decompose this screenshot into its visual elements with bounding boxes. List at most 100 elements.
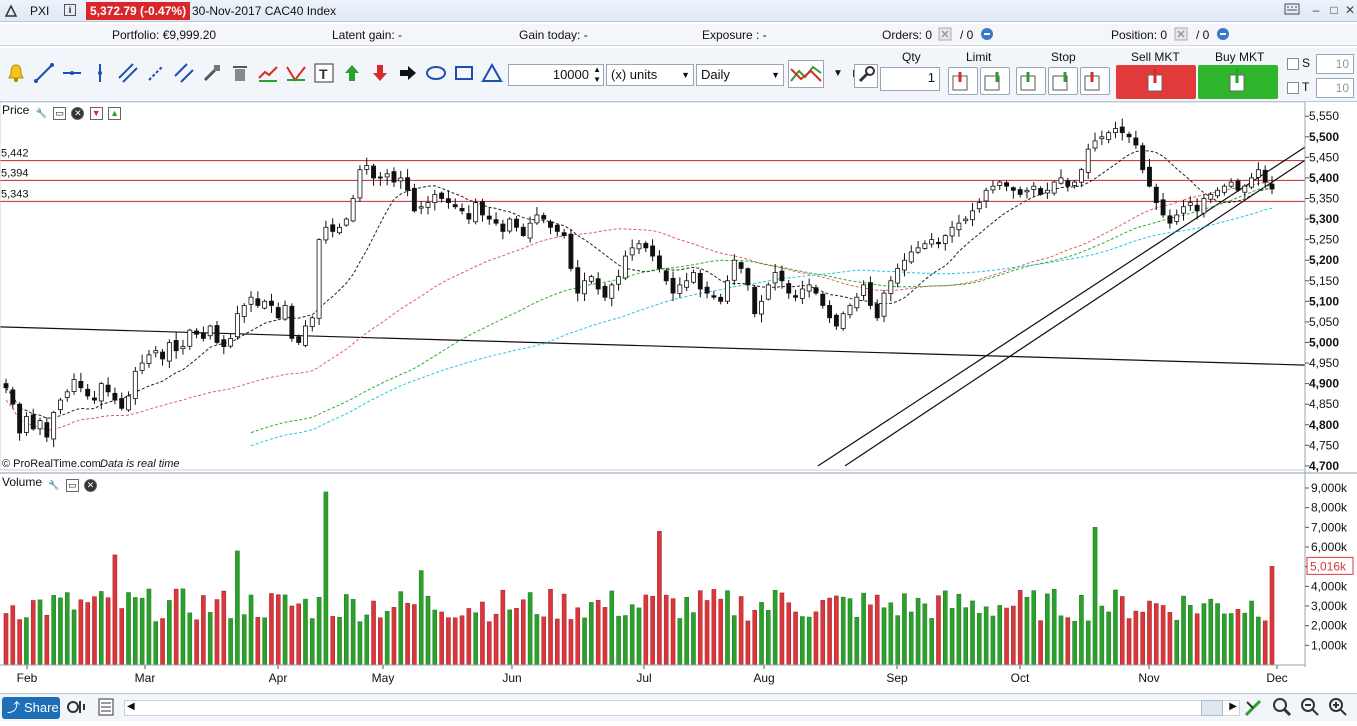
period-select[interactable]: Daily ▼ [696, 64, 784, 86]
volume-bar [1051, 588, 1057, 666]
volume-tick-label: 7,000k [1311, 520, 1348, 534]
rectangle-icon[interactable] [452, 62, 476, 86]
candle [44, 422, 50, 438]
chart-type-dropdown-icon[interactable]: ▼ [833, 68, 843, 79]
units-select[interactable]: (x) units ▼ [606, 64, 694, 86]
candle [221, 339, 227, 347]
zoom-out-icon[interactable] [1298, 696, 1322, 720]
arrow-up-icon[interactable] [340, 62, 364, 86]
close-icon[interactable]: ✕ [1344, 3, 1356, 17]
tools-icon[interactable] [200, 62, 224, 86]
candle [445, 198, 451, 204]
candle [432, 193, 438, 204]
quantity-spinner-icon[interactable]: ▲ ▼ [593, 65, 601, 84]
volume-bar [1194, 613, 1200, 666]
quantity-input[interactable]: 10000 ▲ ▼ [508, 64, 604, 86]
position-link-icon[interactable] [1216, 27, 1230, 44]
volume-bar [1079, 595, 1084, 666]
candle [194, 330, 200, 335]
ellipse-icon[interactable] [424, 62, 448, 86]
minimize-icon[interactable]: – [1312, 3, 1320, 17]
wrench-icon[interactable]: 🔧 [34, 108, 48, 121]
limit-sell-button[interactable] [948, 67, 978, 95]
scroll-thumb[interactable] [1201, 700, 1223, 716]
chart-type-icon[interactable] [788, 60, 824, 88]
buy-mkt-label: Buy MKT [1215, 50, 1265, 64]
candle [92, 397, 97, 401]
take-profit-input[interactable]: 10 [1316, 78, 1354, 98]
close-pane-icon[interactable]: ✕ [71, 107, 85, 120]
arrow-right-icon[interactable] [396, 62, 420, 86]
take-profit-checkbox[interactable] [1287, 82, 1299, 94]
close-pane-icon[interactable]: ✕ [84, 479, 98, 492]
candle [718, 296, 724, 302]
keyboard-icon[interactable] [1284, 3, 1300, 18]
horizontal-scrollbar[interactable]: ◀ ▶ [124, 700, 1240, 716]
orders-count: Orders: 0 [882, 28, 933, 42]
triangle-icon[interactable] [480, 62, 504, 86]
candle [1160, 199, 1166, 216]
channel-icon[interactable] [116, 62, 140, 86]
volume-bar [51, 595, 56, 666]
price-chart[interactable]: 5,442 5,394 5,343 4,700 4,750 4,800 4,850 4,90… [0, 102, 1357, 694]
volume-bar [486, 621, 492, 666]
wrench-icon[interactable]: 🔧 [47, 480, 61, 493]
qty-input[interactable]: 1 [880, 67, 940, 91]
candle [1133, 137, 1139, 146]
stop-sell-button[interactable] [1048, 67, 1078, 95]
candle [520, 226, 526, 236]
wrench-icon[interactable] [854, 64, 878, 88]
volume-bar [1038, 620, 1043, 666]
horizontal-line-icon[interactable] [60, 62, 84, 86]
stop-buy-button[interactable] [1016, 67, 1046, 95]
info-icon[interactable]: i [64, 4, 76, 16]
stop-limit-button[interactable] [1080, 67, 1110, 95]
maximize-icon[interactable]: □ [1330, 3, 1338, 17]
ray-icon[interactable] [144, 62, 168, 86]
candle [187, 329, 193, 347]
stop-loss-checkbox[interactable] [1287, 58, 1299, 70]
move-up-icon[interactable]: ▲ [108, 107, 122, 120]
volume-bar [98, 591, 104, 666]
move-down-icon[interactable]: ▼ [89, 107, 103, 120]
trash-icon[interactable] [228, 62, 252, 86]
buy-market-button[interactable] [1198, 65, 1278, 99]
volume-bar [275, 594, 281, 666]
zoom-in-icon[interactable] [1326, 696, 1350, 720]
orders-close-icon[interactable] [938, 27, 952, 44]
draw-mode-icon[interactable] [1242, 696, 1266, 720]
scroll-right-icon[interactable]: ▶ [1229, 701, 1237, 712]
stop-loss-input[interactable]: 10 [1316, 54, 1354, 74]
title-bar: PXI i 5,372.79 (-0.47%) 30-Nov-2017 CAC4… [0, 0, 1357, 22]
trendline-icon[interactable] [32, 62, 56, 86]
settings-icon[interactable] [64, 696, 88, 720]
t-value: 10 [1335, 81, 1349, 95]
volume-bar [1133, 610, 1139, 666]
maximize-pane-icon[interactable]: ▭ [53, 107, 67, 120]
arrow-down-icon[interactable] [368, 62, 392, 86]
limit-buy-button[interactable] [980, 67, 1010, 95]
vertical-line-icon[interactable] [88, 62, 112, 86]
zoom-fit-icon[interactable] [1270, 696, 1294, 720]
month-label: Dec [1266, 671, 1287, 685]
text-tool-icon[interactable]: T [312, 62, 336, 86]
volume-bar [527, 592, 533, 666]
parallel-lines-icon[interactable] [172, 62, 196, 86]
price-tick-label: 4,900 [1309, 377, 1339, 391]
scroll-left-icon[interactable]: ◀ [127, 701, 135, 712]
indicator-line-icon[interactable] [256, 62, 280, 86]
volume-bar [731, 615, 737, 666]
share-button[interactable]: ⤴ Share [2, 697, 60, 719]
candle [425, 202, 431, 208]
list-icon[interactable] [94, 696, 118, 720]
maximize-pane-icon[interactable]: ▭ [65, 479, 79, 492]
svg-text:T: T [319, 66, 328, 82]
position-close-icon[interactable] [1174, 27, 1188, 44]
fibonacci-icon[interactable] [284, 62, 308, 86]
sell-market-button[interactable] [1116, 65, 1196, 99]
orders-link-icon[interactable] [980, 27, 994, 44]
alert-bell-icon[interactable] [4, 62, 28, 86]
volume-bar [344, 594, 349, 666]
volume-bar [1174, 619, 1180, 666]
volume-tick-label: 8,000k [1311, 501, 1348, 515]
